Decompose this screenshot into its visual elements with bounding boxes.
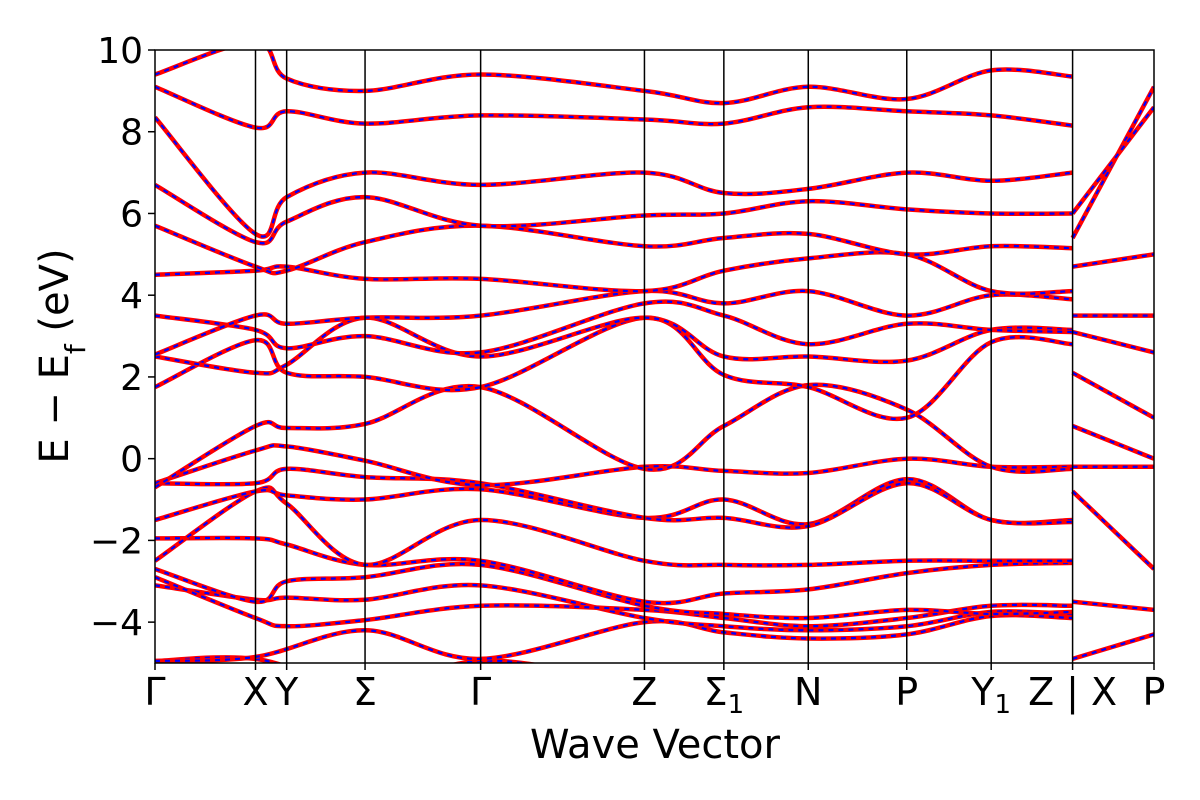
- band-wannier-29: [1072, 253, 1154, 268]
- y-tick-label: 4: [120, 276, 143, 317]
- kpoint-label-10: Z | X: [1028, 670, 1117, 715]
- band-wannier-18: [155, 116, 1073, 238]
- band-wannier-2: [155, 583, 1073, 632]
- kpoint-label-11: P: [1143, 670, 1166, 714]
- kpoint-label-0: Γ: [144, 670, 165, 714]
- band-wannier-12: [155, 316, 1073, 375]
- x-axis-kpoint-labels: Γ X Y Σ Γ Z Σ1 N P Y1 Z | X P: [144, 663, 1165, 720]
- y-axis-ticks: 10 8 6 4 2 0 −2 −4: [90, 31, 155, 644]
- band-wannier-20: [155, 50, 1073, 105]
- band-wannier-3: [155, 576, 1073, 628]
- y-tick-label: 10: [97, 31, 143, 72]
- y-axis-title: E − Ef (eV): [32, 248, 92, 463]
- band-wannier-5: [155, 536, 1073, 605]
- kpoint-label-1: X: [242, 670, 268, 714]
- y-tick-label: 0: [120, 440, 143, 481]
- y-tick-label: 2: [120, 358, 143, 399]
- y-tick-label: 6: [120, 194, 143, 235]
- band-wannier-10: [155, 383, 1073, 489]
- kpoint-label-4: Γ: [470, 670, 491, 714]
- x-axis-title: Wave Vector: [530, 722, 781, 768]
- band-wannier-13: [155, 300, 1073, 355]
- y-axis-title-tail: (eV): [32, 248, 78, 344]
- plot-frame: [154, 49, 1155, 664]
- y-axis-title-main: E − E: [32, 354, 78, 464]
- kpoint-label-7: N: [794, 670, 822, 714]
- band-wannier-16: [155, 224, 1073, 275]
- band-wannier-21: [1072, 633, 1154, 660]
- band-wannier-30: [1071, 86, 1154, 239]
- y-axis-title-sub: f: [59, 343, 92, 354]
- band-wannier-22: [1072, 600, 1154, 611]
- kpoint-label-2: Y: [274, 670, 299, 714]
- kpoint-label-9: Y1: [970, 670, 1011, 720]
- y-tick-label: −4: [90, 603, 143, 644]
- kpoint-label-5: Z: [631, 670, 657, 714]
- high-symmetry-lines: [254, 50, 1074, 663]
- band-wannier-23: [1071, 490, 1154, 570]
- band-wannier-8: [155, 467, 1073, 529]
- y-tick-label: 8: [120, 113, 143, 154]
- band-wannier-27: [1072, 330, 1154, 354]
- kpoint-label-8: P: [895, 670, 918, 714]
- kpoint-label-6: Σ1: [704, 670, 745, 720]
- band-wannier-19: [155, 85, 1073, 130]
- kpoint-label-3: Σ: [353, 670, 377, 714]
- y-tick-label: −2: [90, 521, 143, 562]
- band-wannier-25: [1072, 424, 1154, 460]
- band-wannier-4: [155, 562, 1073, 620]
- band-dft-26: [1071, 370, 1154, 420]
- band-wannier-31: [1071, 106, 1154, 215]
- band-dft-17: [155, 182, 1073, 246]
